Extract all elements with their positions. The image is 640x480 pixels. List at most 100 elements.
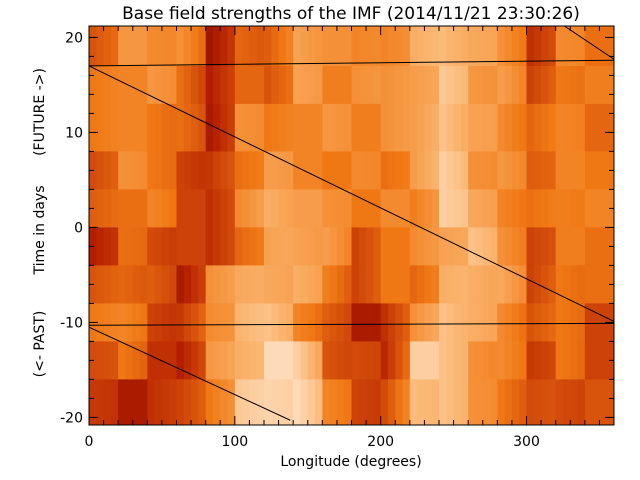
heatmap-cell (584, 103, 593, 152)
heatmap-cell (293, 151, 301, 190)
heatmap-cell (264, 303, 272, 342)
heatmap-cell (395, 65, 404, 105)
heatmap-cell (205, 26, 214, 67)
heatmap-cell (242, 341, 250, 380)
heatmap-cell (577, 265, 586, 304)
heatmap-cell (497, 26, 506, 67)
heatmap-cell (315, 103, 323, 152)
heatmap-cell (468, 265, 476, 304)
heatmap-cell (387, 151, 396, 190)
heatmap-cell (198, 379, 207, 426)
heatmap-cell (234, 189, 243, 228)
heatmap-cell (417, 103, 425, 152)
heatmap-cell (439, 341, 447, 380)
heatmap-cell (329, 103, 338, 152)
heatmap-cell (351, 26, 360, 67)
heatmap-cell (89, 103, 97, 152)
heatmap-cell (519, 189, 527, 228)
heatmap-cell (482, 189, 491, 228)
heatmap-cell (446, 189, 455, 228)
heatmap-cell (212, 379, 221, 426)
heatmap-cell (344, 189, 352, 228)
heatmap-cell (264, 265, 272, 304)
y-tick-label: -10 (60, 315, 83, 331)
heatmap-cell (446, 341, 455, 380)
heatmap-cell (497, 227, 506, 266)
heatmap-cell (431, 341, 440, 380)
heatmap-cell (103, 65, 112, 105)
heatmap-cell (271, 151, 280, 190)
heatmap-cell (89, 65, 97, 105)
heatmap-cell (592, 26, 600, 67)
heatmap-cell (599, 379, 608, 426)
heatmap-cell (140, 151, 148, 190)
heatmap-cell (307, 303, 316, 342)
heatmap-cell (526, 303, 535, 342)
heatmap-cell (490, 151, 498, 190)
heatmap-cell (300, 26, 309, 67)
heatmap-cell (264, 227, 272, 266)
heatmap-cell (285, 151, 294, 190)
heatmap-cell (409, 26, 418, 67)
heatmap-cell (154, 65, 163, 105)
heatmap-cell (511, 103, 520, 152)
heatmap-cell (96, 341, 105, 380)
heatmap-cell (424, 65, 433, 105)
heatmap-cell (460, 151, 469, 190)
heatmap-cell (344, 103, 352, 152)
heatmap-cell (278, 379, 287, 426)
heatmap-cell (599, 103, 608, 152)
heatmap-cell (205, 303, 214, 342)
heatmap-cell (96, 151, 105, 190)
heatmap-cell (460, 103, 469, 152)
heatmap-cell (541, 151, 549, 190)
heatmap-cell (351, 151, 360, 190)
heatmap-cell (147, 265, 156, 304)
heatmap-cell (475, 189, 484, 228)
heatmap-cell (373, 227, 382, 266)
heatmap-cell (482, 151, 491, 190)
heatmap-cell (577, 103, 586, 152)
heatmap-cell (577, 379, 586, 426)
heatmap-cell (278, 103, 287, 152)
heatmap-cell (169, 65, 177, 105)
heatmap-cell (446, 227, 455, 266)
heatmap-cell (584, 65, 593, 105)
heatmap-cell (176, 103, 185, 152)
heatmap-cell (373, 151, 382, 190)
heatmap-cell (519, 103, 527, 152)
heatmap-cell (256, 65, 265, 105)
heatmap-cell (278, 65, 287, 105)
heatmap-cell (198, 189, 207, 228)
heatmap-cell (460, 189, 469, 228)
heatmap-cell (336, 265, 345, 304)
heatmap-cell (395, 265, 404, 304)
heatmap-cell (424, 189, 433, 228)
heatmap-cell (212, 151, 221, 190)
heatmap-cell (541, 265, 549, 304)
heatmap-cell (417, 341, 425, 380)
heatmap-cell (511, 151, 520, 190)
heatmap-cell (504, 303, 513, 342)
heatmap-cell (271, 227, 280, 266)
heatmap-cell (387, 265, 396, 304)
heatmap-cell (387, 65, 396, 105)
heatmap-cell (307, 227, 316, 266)
heatmap-cell (140, 303, 148, 342)
heatmap-cell (154, 341, 163, 380)
heatmap-cell (409, 341, 418, 380)
heatmap-cell (387, 341, 396, 380)
heatmap-cell (344, 341, 352, 380)
heatmap-cell (475, 65, 484, 105)
heatmap-cell (147, 151, 156, 190)
heatmap-cell (475, 341, 484, 380)
heatmap-cell (176, 227, 185, 266)
heatmap-cell (183, 265, 192, 304)
heatmap-cell (490, 379, 498, 426)
heatmap-cell (249, 265, 258, 304)
heatmap-cell (387, 227, 396, 266)
heatmap-cell (468, 341, 476, 380)
heatmap-cell (570, 265, 579, 304)
heatmap-cell (351, 65, 360, 105)
heatmap-cell (424, 151, 433, 190)
